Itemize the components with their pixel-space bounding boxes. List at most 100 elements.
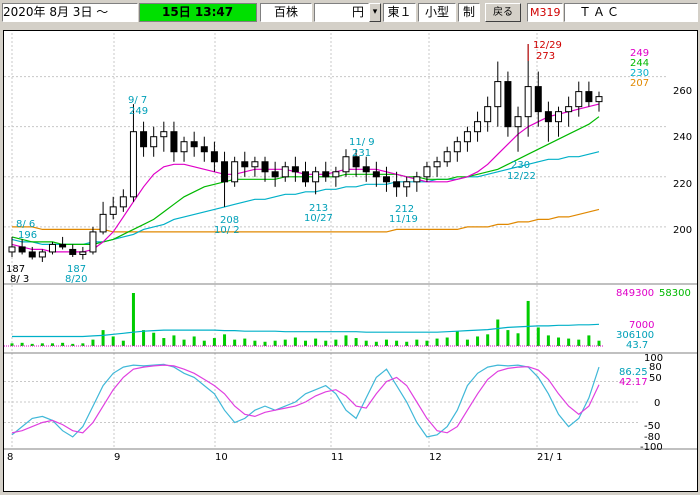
low-annotation-date: 8/20 <box>65 274 87 285</box>
high-annotation-date: 9/ 7 <box>128 95 147 106</box>
price-tick-label: 260 <box>673 86 692 97</box>
volume-bar <box>142 330 146 346</box>
candle-body <box>474 121 482 133</box>
volume-bar <box>202 340 206 346</box>
candle-body <box>210 151 218 163</box>
toolbar: 2020年 8月 3日 ～ 15日 13:47 百株 円 ▾ 東１ 小型 制 戻… <box>0 0 700 26</box>
date-range-field[interactable]: 2020年 8月 3日 ～ <box>2 3 138 22</box>
candle-body <box>413 176 421 183</box>
candle-body <box>38 251 46 258</box>
volume-bar <box>233 339 237 346</box>
low-annotation-price: 213 <box>309 203 328 214</box>
candle-body <box>221 161 229 183</box>
oscillator-pane <box>11 363 600 438</box>
price-pane <box>8 44 603 262</box>
candle-body <box>129 131 137 198</box>
volume-bar <box>435 338 439 346</box>
volume-bar <box>192 336 196 346</box>
candle-body <box>524 86 532 118</box>
volume-bar <box>546 335 550 346</box>
candle-body <box>423 166 431 178</box>
candle-body <box>393 181 401 188</box>
candle-body <box>433 161 441 168</box>
volume-bar <box>384 339 388 346</box>
candle-body <box>271 171 279 178</box>
ma-mid-legend: 244 <box>630 58 649 69</box>
candle-body <box>190 141 198 148</box>
volume-value: 58300 <box>659 288 691 299</box>
candle-body <box>302 171 309 183</box>
osc-tick-label: 50 <box>649 373 662 384</box>
candle-body <box>322 171 330 178</box>
volume-bar <box>364 340 368 346</box>
volume-bar <box>597 340 601 346</box>
candle-body <box>595 96 603 103</box>
low-annotation-date: 11/19 <box>389 214 418 225</box>
stock-chart[interactable]: 260 240 220 200 249 244 230 207 187 8/ 3… <box>4 31 697 491</box>
candle-body <box>494 81 502 108</box>
price-tick-label: 220 <box>673 179 692 190</box>
volume-bar <box>263 341 267 346</box>
volume-bar <box>20 342 24 346</box>
low-annotation-price: 230 <box>511 160 530 171</box>
unit-kind-field: 百株 <box>260 3 312 22</box>
volume-bar <box>293 337 297 346</box>
candle-body <box>332 171 340 178</box>
candle-body <box>69 248 77 255</box>
volume-bar <box>486 334 490 346</box>
volume-bar <box>101 330 105 346</box>
candle-body <box>160 131 168 138</box>
volume-bar <box>516 333 520 346</box>
high-annotation-price: 196 <box>18 230 37 241</box>
volume-bar <box>30 343 34 346</box>
back-button[interactable]: 戻る <box>485 3 521 22</box>
ma-xlong-legend: 207 <box>630 78 649 89</box>
candle-body <box>565 106 573 113</box>
low-annotation-price: 187 <box>6 264 25 275</box>
volume-pane <box>4 293 604 347</box>
volume-bar <box>243 338 247 346</box>
volume-bar <box>131 293 135 346</box>
volume-bar <box>496 319 500 346</box>
volume-bar <box>172 335 176 346</box>
candle-body <box>170 131 178 153</box>
volume-bar <box>344 335 348 346</box>
candle-body <box>59 243 67 248</box>
candle-body <box>544 111 552 123</box>
volume-bar <box>304 340 307 346</box>
price-tick-label: 240 <box>673 132 692 143</box>
stock-code-field[interactable]: M319 <box>527 3 563 22</box>
high-annotation-date: 12/29 <box>533 40 562 51</box>
candle-body <box>453 141 461 153</box>
volume-bar <box>81 343 85 346</box>
low-annotation-date: 12/22 <box>507 171 536 182</box>
candle-body <box>241 161 249 168</box>
time-display: 15日 13:47 <box>139 3 257 22</box>
volume-bar <box>283 339 287 346</box>
volume-bar <box>526 300 530 346</box>
osc-tick-label: 0 <box>654 398 660 409</box>
candle-body <box>261 161 269 173</box>
low-annotation-price: 187 <box>67 264 86 275</box>
low-annotation-date: 10/27 <box>304 213 333 224</box>
market-field: 東１ <box>383 3 416 22</box>
volume-bar <box>415 339 419 346</box>
ma-short-legend: 249 <box>630 48 649 59</box>
volume-stat-2: 306100 <box>616 330 654 341</box>
volume-bar <box>182 339 186 346</box>
x-tick-label: 11 <box>331 452 344 463</box>
high-annotation-date: 11/ 9 <box>349 137 375 148</box>
volume-bar <box>557 337 561 346</box>
x-tick-label: 8 <box>7 452 13 463</box>
volume-bar <box>567 338 571 346</box>
volume-bar <box>10 343 14 346</box>
candle-body <box>484 106 492 123</box>
osc-tick-label: 100 <box>644 353 663 364</box>
volume-bar <box>577 339 581 346</box>
volume-bar <box>354 338 358 346</box>
candle-body <box>291 166 299 173</box>
currency-select[interactable]: 円 <box>314 3 369 22</box>
currency-dropdown-icon[interactable]: ▾ <box>369 3 381 22</box>
grid-lines <box>4 33 697 450</box>
volume-bar <box>395 340 399 346</box>
